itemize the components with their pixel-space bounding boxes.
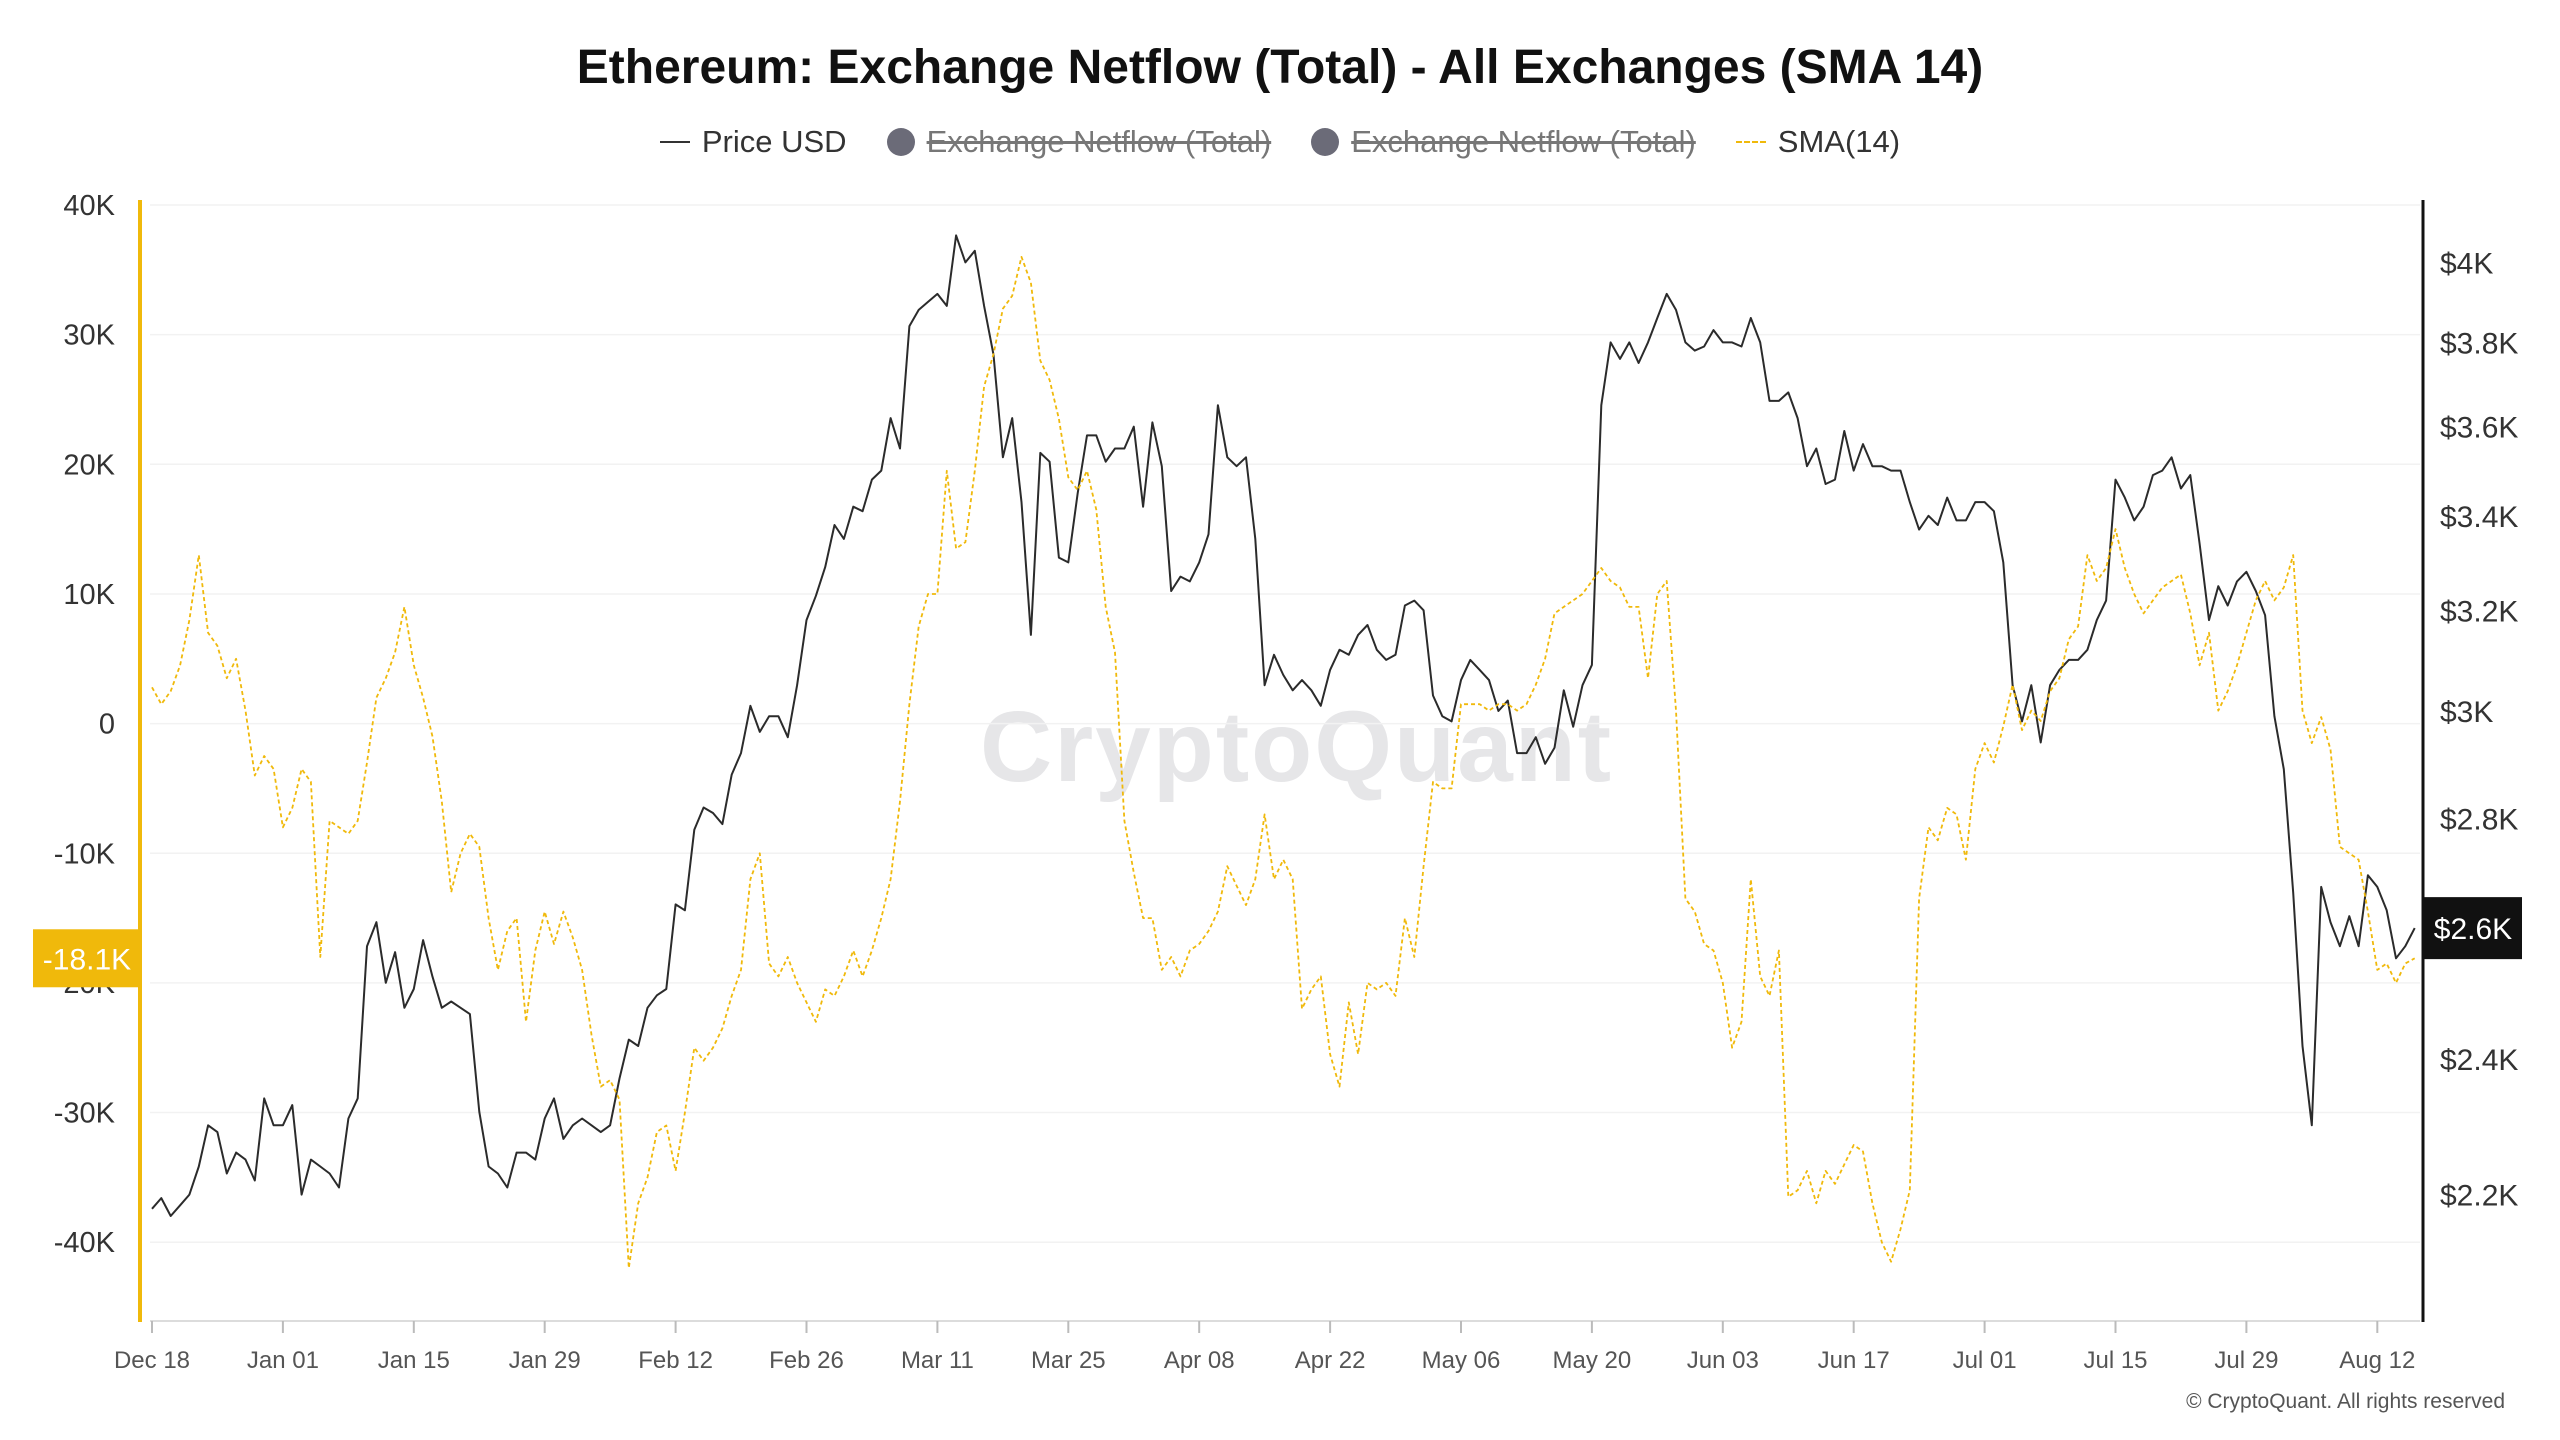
- legend: Price USD Exchange Netflow (Total) Excha…: [0, 124, 2560, 160]
- right-axis-tick-label: $2.4K: [2440, 1044, 2518, 1077]
- legend-label-price: Price USD: [701, 124, 847, 159]
- current-sma-badge: [33, 929, 140, 988]
- x-axis-tick-label: Jul 01: [1953, 1347, 2017, 1374]
- x-axis-tick-label: Feb 12: [638, 1347, 713, 1374]
- left-axis-tick-label: -10K: [54, 838, 116, 870]
- watermark: CryptoQuant: [980, 691, 1614, 803]
- legend-label-netflow-2: Exchange Netflow (Total): [1351, 124, 1696, 159]
- current-price-badge: [2424, 897, 2522, 960]
- legend-label-sma: SMA(14): [1777, 124, 1901, 159]
- x-axis-tick-label: Jan 29: [509, 1347, 581, 1374]
- legend-dot-icon: [886, 128, 915, 156]
- right-axis-tick-label: $2.8K: [2440, 804, 2518, 837]
- x-axis-tick-label: Apr 08: [1164, 1347, 1235, 1374]
- right-axis-tick-label: $3.6K: [2440, 412, 2518, 445]
- legend-dot-icon: [1311, 128, 1340, 156]
- price-usd-line: [151, 234, 2416, 1217]
- current-sma-badge-label: -18.1K: [43, 943, 131, 976]
- x-axis-tick-label: Jul 15: [2083, 1347, 2147, 1374]
- left-axis-tick-label: 30K: [63, 320, 115, 352]
- x-axis-tick-label: May 06: [1422, 1347, 1501, 1374]
- left-axis-tick-label: 10K: [63, 579, 115, 611]
- x-axis-tick-label: Mar 25: [1031, 1347, 1106, 1374]
- x-axis-tick-label: Dec 18: [114, 1347, 190, 1374]
- legend-line-icon: [659, 141, 690, 143]
- current-price-badge-label: $2.6K: [2434, 913, 2512, 946]
- right-axis-tick-label: $3.4K: [2440, 501, 2518, 534]
- x-axis-tick-label: Jul 29: [2214, 1347, 2278, 1374]
- sma-14-line: [151, 255, 2416, 1269]
- x-axis-tick-label: Jun 03: [1687, 1347, 1759, 1374]
- x-axis-tick-label: Apr 22: [1295, 1347, 1366, 1374]
- x-axis-tick-label: Feb 26: [769, 1347, 844, 1374]
- legend-label-netflow-1: Exchange Netflow (Total): [926, 124, 1272, 159]
- left-axis-tick-label: 40K: [63, 190, 115, 222]
- left-axis-tick-label: 0: [99, 709, 115, 741]
- x-axis-tick-label: May 20: [1553, 1347, 1632, 1374]
- legend-item-netflow-2[interactable]: Exchange Netflow (Total): [1311, 124, 1696, 160]
- x-axis-tick-label: Aug 12: [2339, 1347, 2415, 1374]
- x-axis-tick-label: Jan 15: [378, 1347, 450, 1374]
- copyright-notice: © CryptoQuant. All rights reserved: [2186, 1390, 2505, 1413]
- x-axis-tick-label: Jun 17: [1818, 1347, 1890, 1374]
- left-axis-tick-label: -30K: [54, 1098, 116, 1130]
- left-axis-tick-label: 20K: [63, 449, 115, 481]
- right-axis-tick-label: $3.8K: [2440, 327, 2518, 360]
- legend-item-price[interactable]: Price USD: [659, 124, 847, 160]
- right-axis-tick-label: $3K: [2440, 696, 2493, 729]
- legend-dashed-line-icon: [1735, 141, 1766, 143]
- legend-item-netflow-1[interactable]: Exchange Netflow (Total): [886, 124, 1272, 160]
- right-axis-tick-label: $3.2K: [2440, 595, 2518, 628]
- right-axis-tick-label: $2.2K: [2440, 1180, 2518, 1213]
- right-axis-tick-label: $4K: [2440, 247, 2493, 280]
- chart-title: Ethereum: Exchange Netflow (Total) - All…: [576, 41, 1984, 94]
- x-axis-tick-label: Mar 11: [901, 1347, 974, 1374]
- left-axis-tick-label: -40K: [54, 1227, 116, 1259]
- legend-item-sma[interactable]: SMA(14): [1735, 124, 1901, 160]
- x-axis-tick-label: Jan 01: [247, 1347, 319, 1374]
